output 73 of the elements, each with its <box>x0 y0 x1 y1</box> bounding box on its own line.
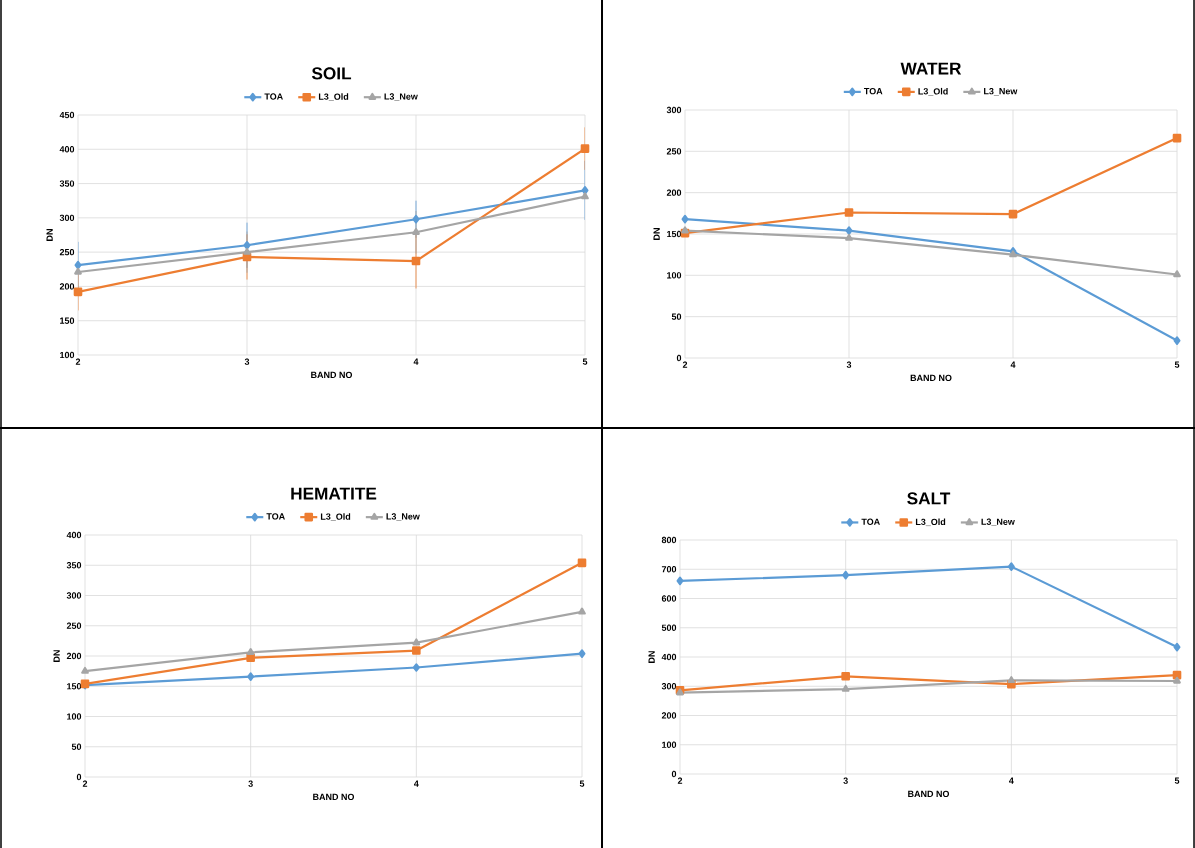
legend-label: L3_Old <box>915 518 946 527</box>
y-tick-label: 0 <box>76 773 82 781</box>
legend-label: TOA <box>264 93 283 100</box>
chart-title: SOIL <box>311 67 352 80</box>
x-tick-label: 3 <box>843 777 848 784</box>
y-tick-label: 100 <box>67 713 82 720</box>
y-tick-label: 300 <box>59 214 75 222</box>
y-tick-label: 400 <box>66 531 82 539</box>
y-tick-label: 100 <box>60 351 75 359</box>
y-tick-label: 300 <box>661 683 677 690</box>
chart-title: SALT <box>907 492 951 505</box>
x-tick-label: 5 <box>1174 777 1180 784</box>
x-axis-title: BAND NO <box>908 790 950 798</box>
y-tick-label: 100 <box>667 272 682 279</box>
y-tick-label: 450 <box>59 111 75 119</box>
y-tick-label: 200 <box>66 652 82 660</box>
y-tick-label: 350 <box>66 562 82 569</box>
y-tick-label: 500 <box>661 624 677 631</box>
x-tick-label: 5 <box>579 780 585 787</box>
x-tick-label: 4 <box>413 358 419 365</box>
y-tick-label: 200 <box>666 189 682 196</box>
legend-label: L3_New <box>384 93 418 101</box>
chart-title: HEMATITE <box>291 487 377 500</box>
x-axis-title: BAND NO <box>313 793 355 801</box>
y-tick-label: 0 <box>676 354 682 362</box>
y-tick-label: 700 <box>661 566 677 573</box>
x-axis-title: BAND NO <box>311 371 353 379</box>
y-tick-label: 150 <box>67 683 82 690</box>
legend-label: TOA <box>863 88 883 95</box>
y-tick-label: 300 <box>666 106 682 114</box>
y-tick-label: 200 <box>661 712 677 719</box>
x-tick-label: 5 <box>1174 361 1180 368</box>
legend-label: L3_Old <box>320 513 351 521</box>
x-axis-title: BAND NO <box>910 374 952 382</box>
legend-label: TOA <box>266 513 285 520</box>
y-axis-title: DN <box>46 229 53 241</box>
y-tick-label: 250 <box>59 248 75 256</box>
y-tick-label: 0 <box>671 770 677 778</box>
y-axis-title: DN <box>653 228 660 240</box>
x-tick-label: 3 <box>846 361 852 368</box>
y-tick-label: 250 <box>666 148 682 155</box>
y-tick-label: 800 <box>661 536 677 544</box>
y-tick-label: 400 <box>59 146 75 153</box>
y-axis-title: DN <box>648 651 655 663</box>
legend-label: L3_New <box>386 513 420 521</box>
x-tick-label: 2 <box>677 777 683 784</box>
x-tick-label: 2 <box>682 361 688 368</box>
y-tick-label: 350 <box>59 180 75 187</box>
legend-label: L3_New <box>981 518 1015 526</box>
x-tick-label: 2 <box>75 358 81 365</box>
x-tick-label: 5 <box>582 358 588 365</box>
legend-label: L3_Old <box>918 87 948 96</box>
legend-label: TOA <box>861 518 880 525</box>
x-tick-label: 2 <box>82 780 88 787</box>
y-tick-label: 50 <box>671 313 682 320</box>
y-tick-label: 200 <box>59 283 75 290</box>
y-tick-label: 300 <box>66 592 82 599</box>
x-tick-label: 4 <box>1008 777 1014 784</box>
x-tick-label: 4 <box>1010 361 1016 368</box>
y-tick-label: 150 <box>60 317 75 324</box>
y-tick-label: 50 <box>71 743 82 750</box>
y-tick-label: 250 <box>66 622 82 629</box>
y-tick-label: 600 <box>661 595 677 602</box>
chart-title: WATER <box>900 62 962 75</box>
y-tick-label: 400 <box>661 653 677 661</box>
x-tick-label: 3 <box>244 358 250 365</box>
y-axis-title: DN <box>53 650 60 662</box>
x-tick-label: 4 <box>413 780 419 787</box>
legend-label: L3_New <box>984 88 1018 96</box>
y-tick-label: 150 <box>667 230 682 238</box>
y-tick-label: 100 <box>662 741 677 748</box>
x-tick-label: 3 <box>248 780 253 787</box>
legend-label: L3_Old <box>318 93 349 101</box>
